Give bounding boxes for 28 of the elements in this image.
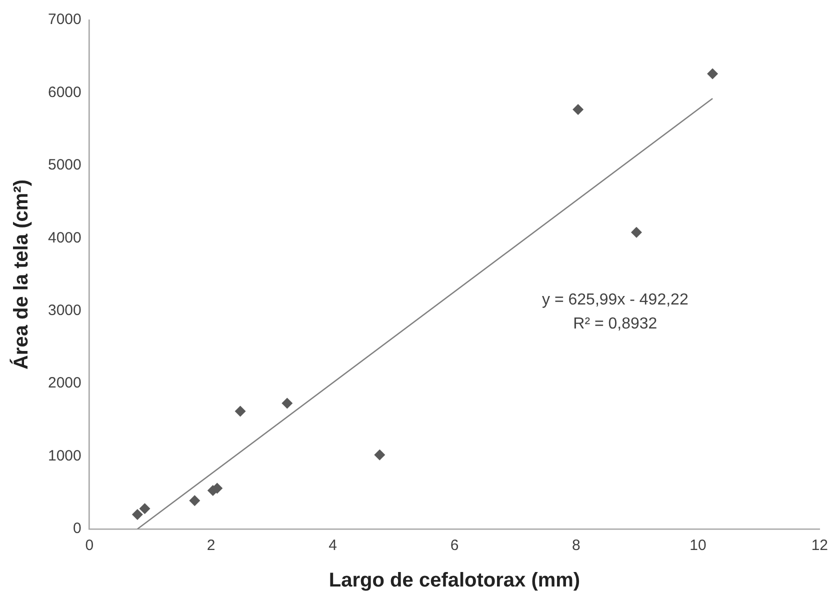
x-tick-label: 6	[450, 537, 459, 554]
point	[630, 226, 642, 238]
x-tick-label: 4	[328, 537, 337, 554]
y-tick-label: 0	[73, 520, 82, 538]
y-tick-label: 7000	[48, 11, 82, 28]
point	[707, 68, 718, 80]
y-tick-label: 1000	[48, 447, 82, 464]
annotation: y = 625,99x - 492,22	[542, 291, 688, 308]
point	[572, 104, 584, 115]
x-tick-label: 12	[811, 537, 828, 554]
annotation: R² = 0,8932	[573, 315, 658, 332]
x-tick-label: 8	[572, 537, 580, 554]
point	[139, 503, 150, 514]
y-tick-label: 4000	[48, 229, 82, 246]
y-tick-label: 6000	[48, 84, 82, 101]
x-axis-title: Largo de cefalotorax (mm)	[328, 570, 580, 592]
x-tick-label: 0	[85, 537, 94, 554]
point	[132, 508, 143, 520]
y-axis-title: Área de la tela (cm²)	[10, 179, 33, 370]
point	[189, 495, 200, 506]
x-tick-label: 10	[690, 537, 706, 554]
y-tick-label: 5000	[48, 156, 82, 174]
point	[282, 398, 293, 409]
point	[374, 449, 386, 460]
y-tick-label: 3000	[48, 302, 82, 319]
x-tick-label: 2	[206, 537, 216, 554]
y-tick-label: 2000	[48, 374, 82, 392]
point	[234, 406, 246, 417]
